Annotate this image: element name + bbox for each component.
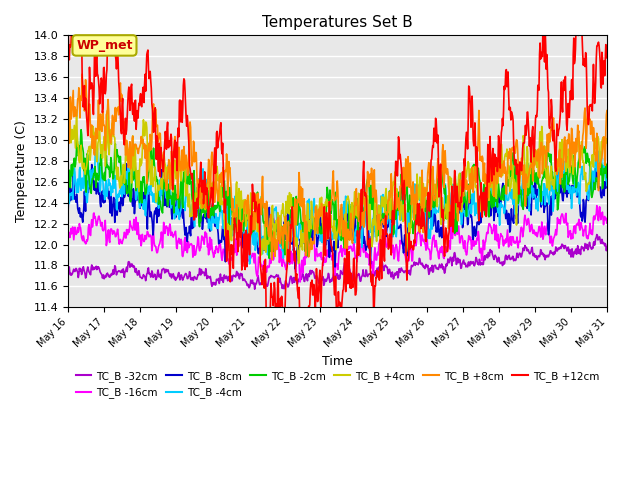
- TC_B -4cm: [577, 171, 585, 177]
- TC_B +4cm: [64, 99, 72, 105]
- TC_B -2cm: [383, 209, 390, 215]
- TC_B +12cm: [300, 363, 308, 369]
- TC_B -4cm: [165, 163, 173, 169]
- Line: TC_B +8cm: TC_B +8cm: [68, 74, 607, 261]
- TC_B -32cm: [382, 264, 390, 269]
- TC_B -32cm: [164, 267, 172, 273]
- TC_B -8cm: [123, 161, 131, 167]
- TC_B -4cm: [64, 184, 72, 190]
- TC_B -2cm: [603, 175, 611, 180]
- TC_B -2cm: [91, 172, 99, 178]
- TC_B +8cm: [577, 143, 585, 148]
- TC_B +12cm: [603, 55, 611, 60]
- TC_B +4cm: [164, 167, 172, 173]
- TC_B -8cm: [291, 266, 299, 272]
- TC_B +8cm: [78, 71, 86, 77]
- TC_B +12cm: [64, 27, 72, 33]
- X-axis label: Time: Time: [322, 355, 353, 368]
- TC_B -16cm: [64, 232, 72, 238]
- TC_B -32cm: [64, 267, 72, 273]
- TC_B +8cm: [64, 106, 72, 112]
- TC_B -16cm: [603, 220, 611, 226]
- TC_B -8cm: [289, 239, 296, 245]
- TC_B +4cm: [294, 261, 302, 266]
- TC_B -8cm: [577, 214, 585, 220]
- TC_B -32cm: [251, 286, 259, 292]
- TC_B +12cm: [164, 144, 172, 150]
- TC_B -4cm: [586, 172, 593, 178]
- TC_B +12cm: [586, 103, 593, 109]
- TC_B -16cm: [296, 279, 304, 285]
- Line: TC_B -8cm: TC_B -8cm: [68, 164, 607, 269]
- TC_B +4cm: [603, 140, 611, 145]
- TC_B -16cm: [382, 243, 390, 249]
- TC_B +4cm: [585, 181, 593, 187]
- Line: TC_B -16cm: TC_B -16cm: [68, 205, 607, 282]
- TC_B -32cm: [90, 264, 98, 270]
- TC_B +8cm: [284, 258, 291, 264]
- TC_B -2cm: [266, 255, 273, 261]
- TC_B -16cm: [90, 210, 98, 216]
- TC_B -4cm: [603, 182, 611, 188]
- TC_B -2cm: [289, 195, 297, 201]
- TC_B -2cm: [165, 181, 173, 187]
- TC_B -32cm: [289, 280, 296, 286]
- TC_B +12cm: [577, 14, 585, 20]
- TC_B -2cm: [77, 127, 85, 132]
- TC_B -16cm: [288, 253, 296, 259]
- Line: TC_B -32cm: TC_B -32cm: [68, 235, 607, 289]
- TC_B +8cm: [383, 211, 390, 216]
- TC_B +12cm: [90, 88, 98, 94]
- TC_B +12cm: [382, 231, 390, 237]
- TC_B +4cm: [90, 140, 98, 146]
- Line: TC_B +12cm: TC_B +12cm: [68, 0, 607, 366]
- TC_B -8cm: [603, 177, 611, 183]
- TC_B -8cm: [165, 193, 173, 199]
- TC_B -2cm: [577, 147, 585, 153]
- TC_B +4cm: [382, 186, 390, 192]
- TC_B -16cm: [585, 231, 593, 237]
- TC_B -4cm: [93, 145, 101, 151]
- Line: TC_B +4cm: TC_B +4cm: [68, 102, 607, 264]
- TC_B +8cm: [603, 108, 611, 113]
- TC_B -2cm: [586, 163, 593, 168]
- TC_B -8cm: [586, 187, 593, 193]
- Line: TC_B -2cm: TC_B -2cm: [68, 130, 607, 258]
- Text: WP_met: WP_met: [76, 39, 132, 52]
- TC_B -16cm: [164, 232, 172, 238]
- TC_B +4cm: [288, 207, 296, 213]
- TC_B -4cm: [246, 261, 253, 267]
- TC_B -4cm: [289, 217, 297, 223]
- Title: Temperatures Set B: Temperatures Set B: [262, 15, 413, 30]
- TC_B +8cm: [91, 152, 99, 158]
- TC_B -32cm: [585, 242, 593, 248]
- TC_B -8cm: [383, 228, 390, 233]
- TC_B -2cm: [64, 182, 72, 188]
- TC_B -4cm: [90, 173, 98, 179]
- TC_B +8cm: [165, 157, 173, 163]
- TC_B -8cm: [90, 187, 98, 192]
- TC_B +4cm: [577, 156, 584, 161]
- Line: TC_B -4cm: TC_B -4cm: [68, 148, 607, 264]
- TC_B -16cm: [593, 203, 601, 208]
- TC_B -16cm: [577, 221, 584, 227]
- Legend: TC_B -32cm, TC_B -16cm, TC_B -8cm, TC_B -4cm, TC_B -2cm, TC_B +4cm, TC_B +8cm, T: TC_B -32cm, TC_B -16cm, TC_B -8cm, TC_B …: [72, 367, 604, 402]
- TC_B -32cm: [577, 252, 584, 257]
- TC_B -32cm: [593, 232, 601, 238]
- TC_B +12cm: [288, 209, 296, 215]
- TC_B -8cm: [64, 209, 72, 215]
- TC_B +8cm: [586, 116, 593, 122]
- TC_B +8cm: [289, 207, 297, 213]
- TC_B -32cm: [603, 244, 611, 250]
- Y-axis label: Temperature (C): Temperature (C): [15, 120, 28, 222]
- TC_B -4cm: [383, 204, 390, 210]
